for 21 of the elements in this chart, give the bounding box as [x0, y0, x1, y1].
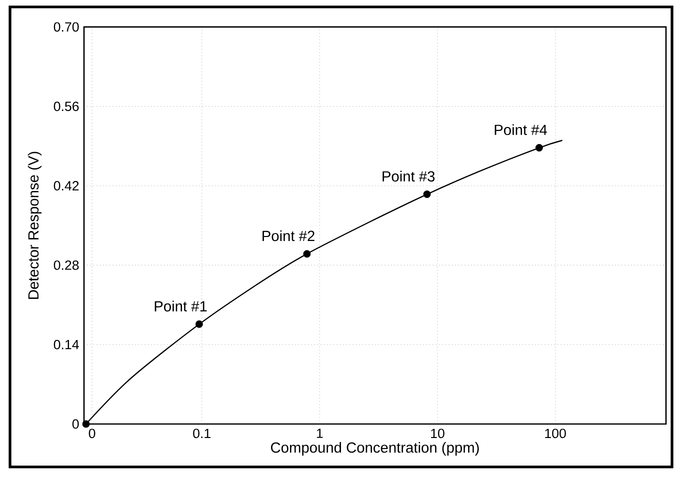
y-tick-label: 0 — [72, 419, 79, 429]
y-tick-label: 0.14 — [54, 340, 79, 350]
annotation: Point #2 — [262, 230, 314, 242]
x-axis-title: Compound Concentration (ppm) — [270, 442, 479, 456]
x-tick-label: 100 — [545, 428, 566, 438]
annotation: Point #3 — [382, 170, 435, 182]
y-tick-label: 0.70 — [54, 22, 79, 32]
y-tick-label: 0.28 — [54, 260, 79, 270]
annotation: Point #4 — [494, 124, 547, 136]
y-axis-title: Detector Response (V) — [28, 152, 42, 299]
x-tick-label: 1 — [316, 428, 323, 438]
point — [195, 320, 203, 328]
y-tick-label: 0.56 — [54, 102, 79, 112]
x-tick-label: 0.1 — [193, 428, 210, 438]
x-tick-label: 10 — [431, 428, 444, 438]
point — [535, 144, 543, 152]
point — [423, 190, 431, 198]
annotation: Point #1 — [154, 300, 207, 312]
x-tick-label: 0 — [88, 428, 96, 438]
point — [82, 420, 90, 428]
y-tick-label: 0.42 — [54, 181, 79, 190]
